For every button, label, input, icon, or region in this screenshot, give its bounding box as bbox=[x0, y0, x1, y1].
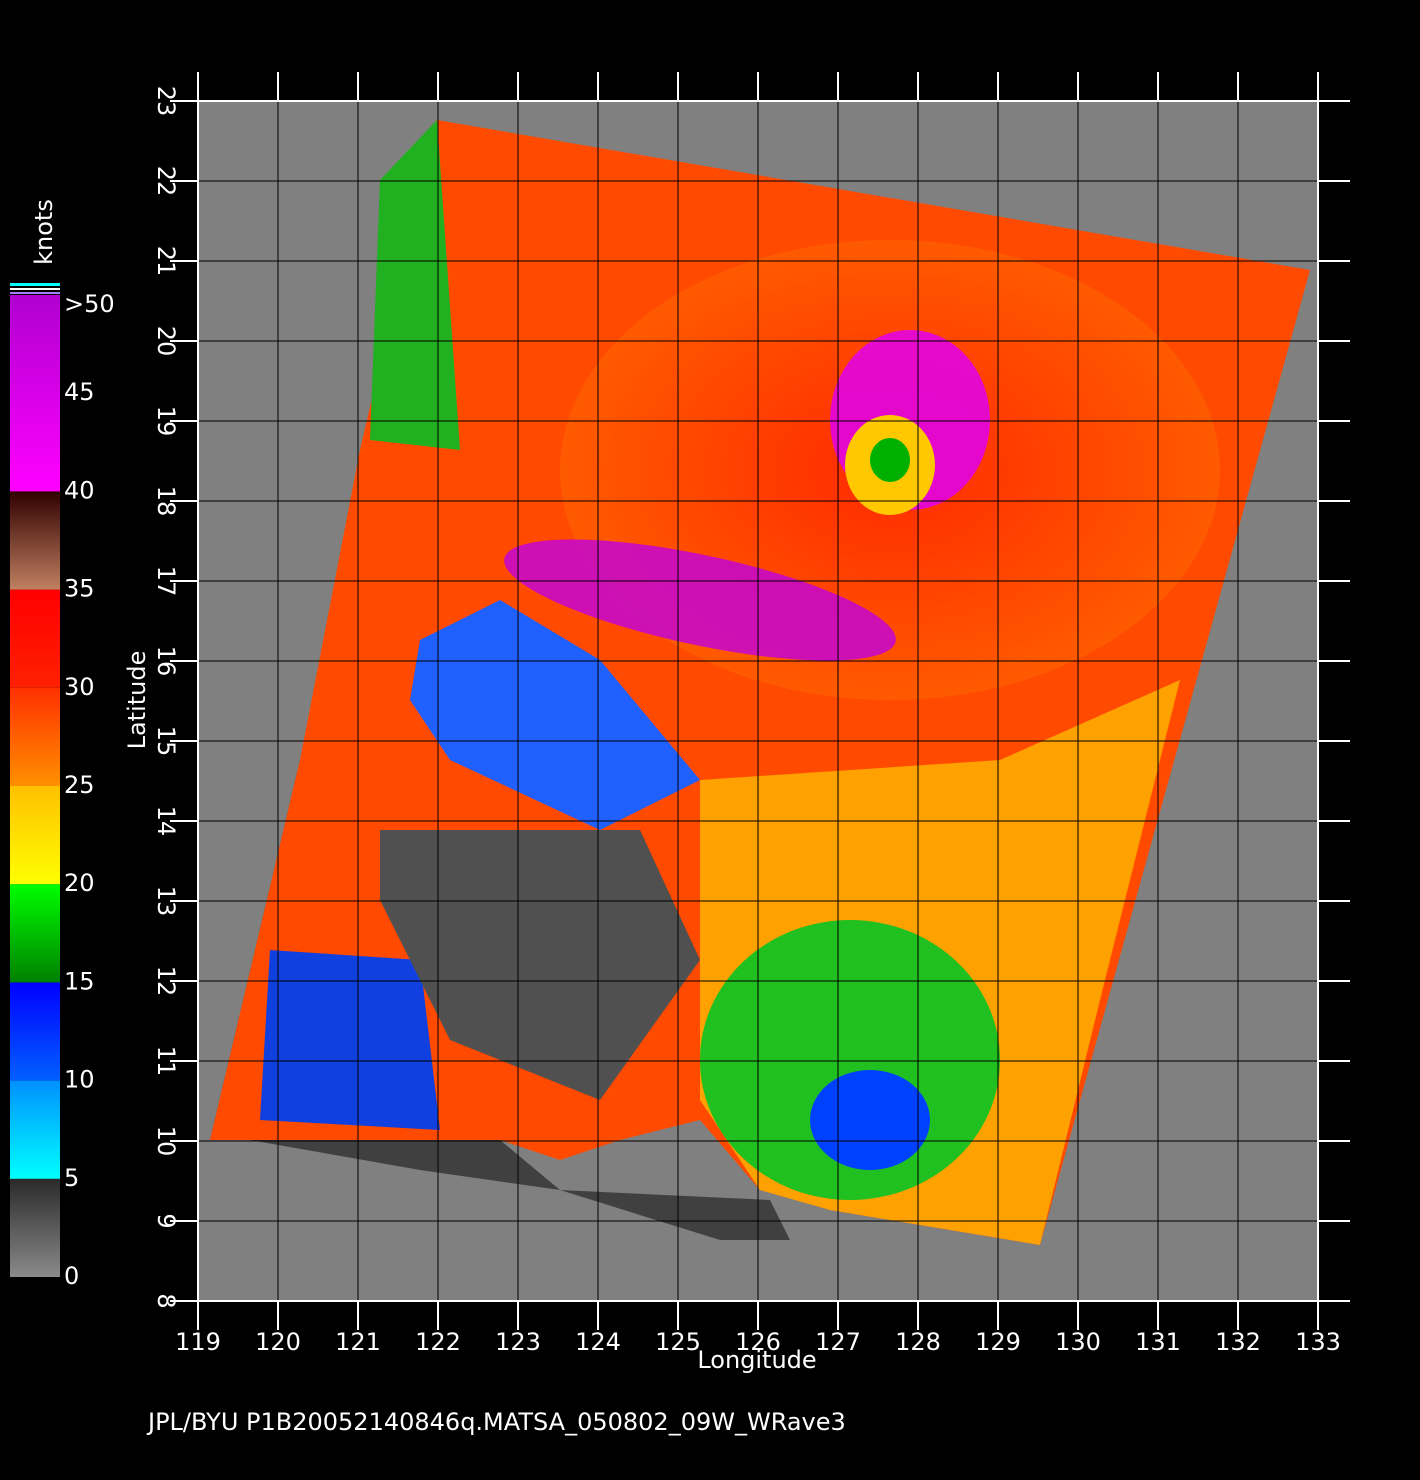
x-tick-label: 122 bbox=[415, 1328, 461, 1356]
x-tick-label: 127 bbox=[815, 1328, 861, 1356]
colorbar-tick-label: 45 bbox=[64, 378, 95, 406]
colorbar-tick-label: 20 bbox=[64, 869, 95, 897]
y-tick-label: 15 bbox=[152, 726, 180, 757]
colorbar-title: knots bbox=[30, 199, 58, 265]
y-tick-label: 16 bbox=[152, 646, 180, 677]
y-tick-label: 12 bbox=[152, 966, 180, 997]
x-tick-label: 125 bbox=[655, 1328, 701, 1356]
x-tick-label: 126 bbox=[735, 1328, 781, 1356]
y-tick-label: 11 bbox=[152, 1046, 180, 1077]
colorbar-tick-label: 25 bbox=[64, 771, 95, 799]
calm-area bbox=[410, 600, 700, 830]
colorbar-band bbox=[10, 589, 60, 688]
colorbar-band bbox=[10, 295, 60, 492]
colorbar-band bbox=[10, 687, 60, 786]
y-tick-label: 18 bbox=[152, 486, 180, 517]
colorbar-tick-label: 10 bbox=[64, 1066, 95, 1094]
y-tick-label: 13 bbox=[152, 886, 180, 917]
x-tick-label: 120 bbox=[255, 1328, 301, 1356]
colorbar-tick-label: 30 bbox=[64, 673, 95, 701]
y-tick-label: 22 bbox=[152, 166, 180, 197]
y-tick-label: 14 bbox=[152, 806, 180, 837]
rainband bbox=[504, 539, 896, 661]
y-tick-label: 9 bbox=[152, 1213, 180, 1228]
y-tick-label: 10 bbox=[152, 1126, 180, 1157]
axes: 119 120 121 122 123 124 125 126 127 128 129 130 131 1… bbox=[152, 72, 1350, 1356]
colorbar-tick-label: 40 bbox=[64, 476, 95, 504]
y-tick-label: 17 bbox=[152, 566, 180, 597]
colorbar-tick-label: 35 bbox=[64, 575, 95, 603]
colorbar-tick-label: 0 bbox=[64, 1262, 79, 1290]
x-tick-label: 131 bbox=[1135, 1328, 1181, 1356]
colorbar-band bbox=[10, 884, 60, 983]
colorbar-cap bbox=[10, 292, 60, 294]
y-tick-label: 21 bbox=[152, 246, 180, 277]
x-tick-label: 129 bbox=[975, 1328, 1021, 1356]
x-tick-label: 121 bbox=[335, 1328, 381, 1356]
x-tick-label: 124 bbox=[575, 1328, 621, 1356]
colorbar-tick-label: 5 bbox=[64, 1164, 79, 1192]
y-tick-label: 20 bbox=[152, 326, 180, 357]
x-tick-label: 133 bbox=[1295, 1328, 1341, 1356]
x-tick-label: 132 bbox=[1215, 1328, 1261, 1356]
footer: JPL/BYU P1B20052140846q.MATSA_050802_09W… bbox=[146, 1408, 846, 1436]
colorbar-band bbox=[10, 491, 60, 590]
calm-area bbox=[810, 1070, 930, 1170]
calm-area bbox=[260, 950, 440, 1130]
y-axis-label: Latitude bbox=[123, 651, 151, 750]
x-tick-label: 128 bbox=[895, 1328, 941, 1356]
x-tick-label: 119 bbox=[175, 1328, 221, 1356]
eye bbox=[870, 438, 910, 482]
y-tick-label: 19 bbox=[152, 406, 180, 437]
land-mask bbox=[380, 830, 700, 1100]
colorbar-tick-label: 15 bbox=[64, 967, 95, 995]
colorbar-cap bbox=[10, 283, 60, 286]
colorbar-cap bbox=[10, 288, 60, 290]
colorbar-tick-label: >50 bbox=[64, 290, 115, 318]
colorbar-band bbox=[10, 1080, 60, 1179]
y-tick-label: 23 bbox=[152, 86, 180, 117]
y-tick-label: 8 bbox=[152, 1293, 180, 1308]
x-tick-label: 130 bbox=[1055, 1328, 1101, 1356]
colorbar-band bbox=[10, 786, 60, 885]
x-tick-label: 123 bbox=[495, 1328, 541, 1356]
x-axis-label: Longitude bbox=[697, 1346, 816, 1374]
colorbar-band bbox=[10, 982, 60, 1081]
colorbar-band bbox=[10, 1178, 60, 1277]
